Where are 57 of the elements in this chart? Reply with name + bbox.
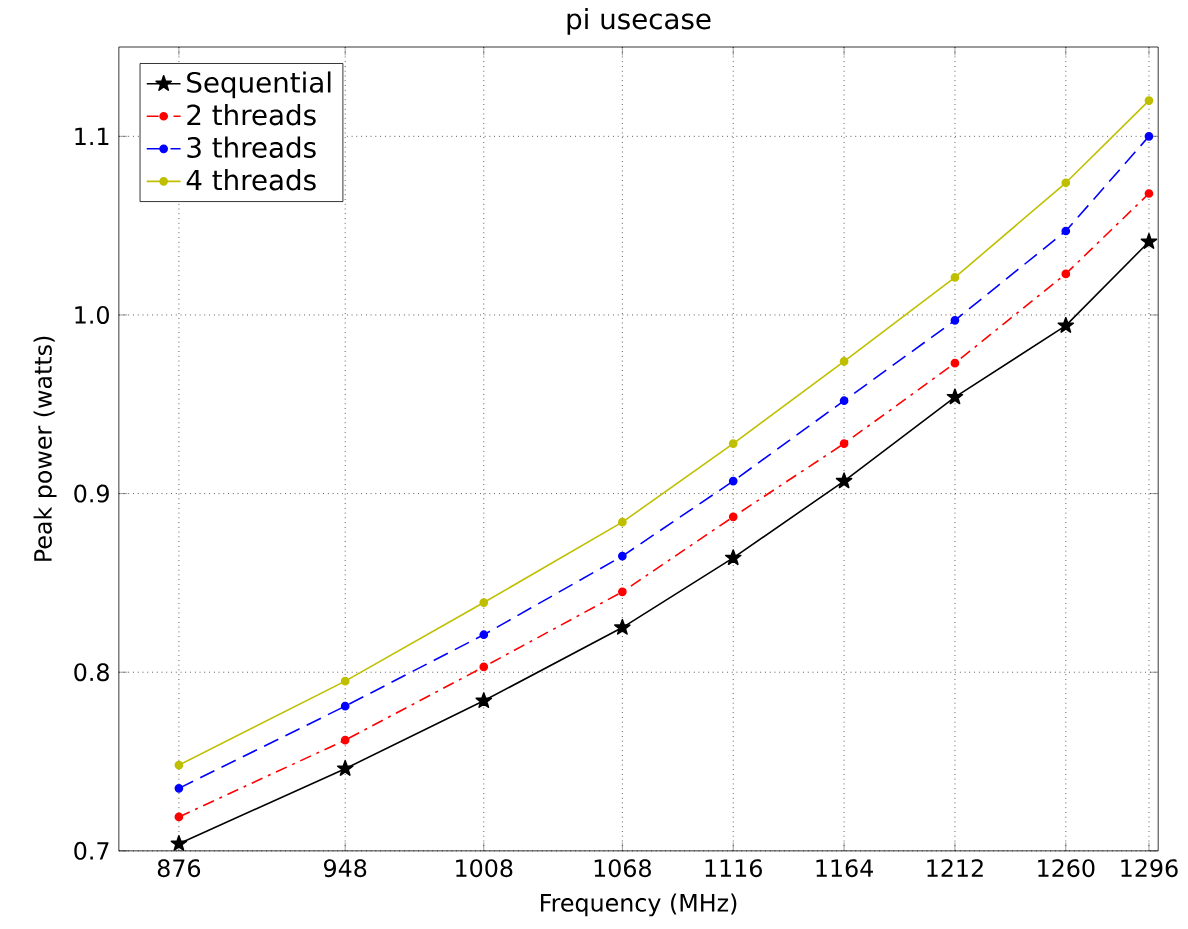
point bbox=[1061, 226, 1071, 236]
point bbox=[614, 618, 631, 635]
point bbox=[1144, 96, 1154, 105]
chart-title: pi usecase bbox=[567, 7, 711, 35]
legend-label: 3 threads bbox=[187, 136, 316, 158]
point bbox=[728, 476, 738, 486]
point bbox=[839, 439, 849, 448]
point bbox=[839, 356, 849, 366]
point bbox=[479, 630, 489, 639]
point bbox=[174, 783, 184, 793]
x-tick-label: 1164 bbox=[816, 859, 873, 877]
point bbox=[336, 759, 354, 776]
point bbox=[174, 812, 184, 822]
point bbox=[479, 598, 489, 607]
point bbox=[728, 439, 738, 448]
legend-label: 2 threads bbox=[187, 103, 316, 126]
point bbox=[479, 662, 489, 672]
y-tick-label: 0.9 bbox=[74, 484, 109, 503]
point bbox=[1057, 316, 1075, 333]
point bbox=[170, 834, 188, 851]
x-tick-label: 1296 bbox=[1121, 859, 1178, 877]
x-tick-label: 948 bbox=[324, 859, 367, 877]
point bbox=[950, 272, 960, 282]
point bbox=[475, 691, 493, 708]
point bbox=[835, 472, 853, 489]
point bbox=[839, 396, 849, 405]
y-tick-label: 1.0 bbox=[75, 305, 109, 324]
x-tick-label: 1116 bbox=[705, 859, 762, 877]
point bbox=[1061, 178, 1071, 187]
x-tick-label: 1008 bbox=[456, 859, 513, 877]
x-tick-label: 1068 bbox=[594, 859, 651, 877]
point bbox=[1140, 232, 1158, 249]
y-tick-label: 0.8 bbox=[74, 663, 109, 682]
x-tick-label: 1212 bbox=[927, 859, 983, 877]
point bbox=[618, 551, 627, 561]
y-axis-title: Peak power (watts) bbox=[33, 336, 57, 561]
point bbox=[340, 701, 350, 711]
point bbox=[340, 735, 350, 745]
point bbox=[724, 549, 742, 565]
point bbox=[618, 587, 627, 597]
point bbox=[946, 388, 964, 405]
x-axis-title: Frequency (MHz) bbox=[541, 893, 737, 917]
y-tick-label: 1.1 bbox=[75, 127, 109, 145]
legend-label: Sequential bbox=[187, 71, 331, 99]
x-tick-label: 1260 bbox=[1038, 859, 1095, 877]
point bbox=[1061, 269, 1071, 279]
point bbox=[1144, 131, 1154, 141]
point bbox=[1144, 188, 1154, 198]
y-tick-label: 0.7 bbox=[74, 841, 109, 860]
legend-label: 4 threads bbox=[186, 168, 316, 191]
point bbox=[618, 517, 627, 527]
point bbox=[174, 760, 184, 770]
point bbox=[950, 315, 960, 325]
x-tick-label: 876 bbox=[157, 859, 201, 877]
point bbox=[340, 676, 350, 686]
point bbox=[950, 358, 960, 368]
point bbox=[728, 512, 738, 521]
